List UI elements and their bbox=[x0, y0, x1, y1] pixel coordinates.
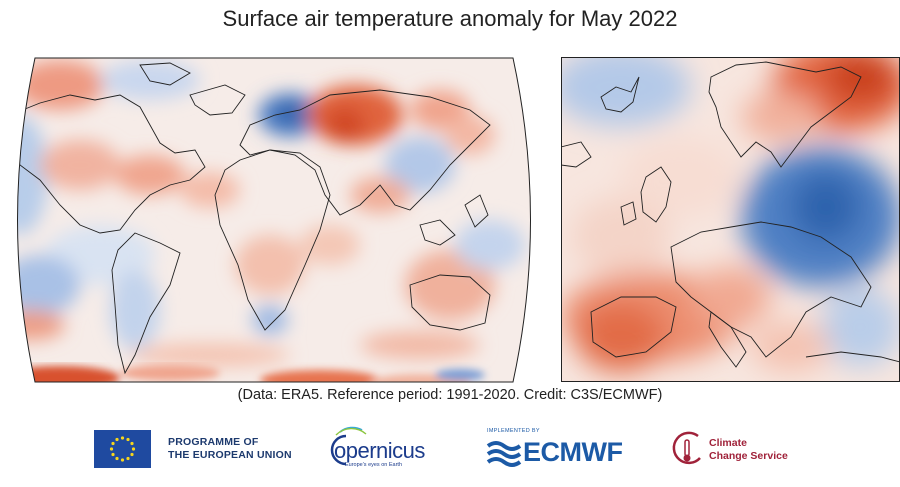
eu-line-1: PROGRAMME OF bbox=[168, 436, 259, 448]
europe-anomaly-map bbox=[561, 57, 900, 382]
c3s-name: Climate Change Service bbox=[709, 437, 788, 463]
eu-programme-text: PROGRAMME OF THE EUROPEAN UNION bbox=[168, 436, 292, 462]
ecmwf-name: ECMWF bbox=[523, 437, 623, 467]
copernicus-tagline: Europe's eyes on Earth bbox=[345, 462, 403, 468]
eu-flag-icon bbox=[94, 430, 151, 468]
copernicus-logo-icon bbox=[330, 426, 367, 466]
logo-bar: PROGRAMME OF THE EUROPEAN UNION opernicu… bbox=[0, 420, 900, 480]
ecmwf-implemented-by: IMPLEMENTED BY bbox=[487, 428, 540, 434]
data-credit: (Data: ERA5. Reference period: 1991-2020… bbox=[237, 387, 663, 403]
c3s-logo-icon bbox=[672, 431, 701, 465]
c3s-line-1: Climate bbox=[709, 437, 747, 449]
page-title: Surface air temperature anomaly for May … bbox=[222, 6, 678, 31]
eu-line-2: THE EUROPEAN UNION bbox=[168, 449, 292, 461]
c3s-line-2: Change Service bbox=[709, 450, 788, 462]
ecmwf-logo-icon bbox=[486, 441, 522, 467]
world-anomaly-map bbox=[17, 57, 531, 383]
copernicus-name: opernicus bbox=[334, 438, 425, 463]
